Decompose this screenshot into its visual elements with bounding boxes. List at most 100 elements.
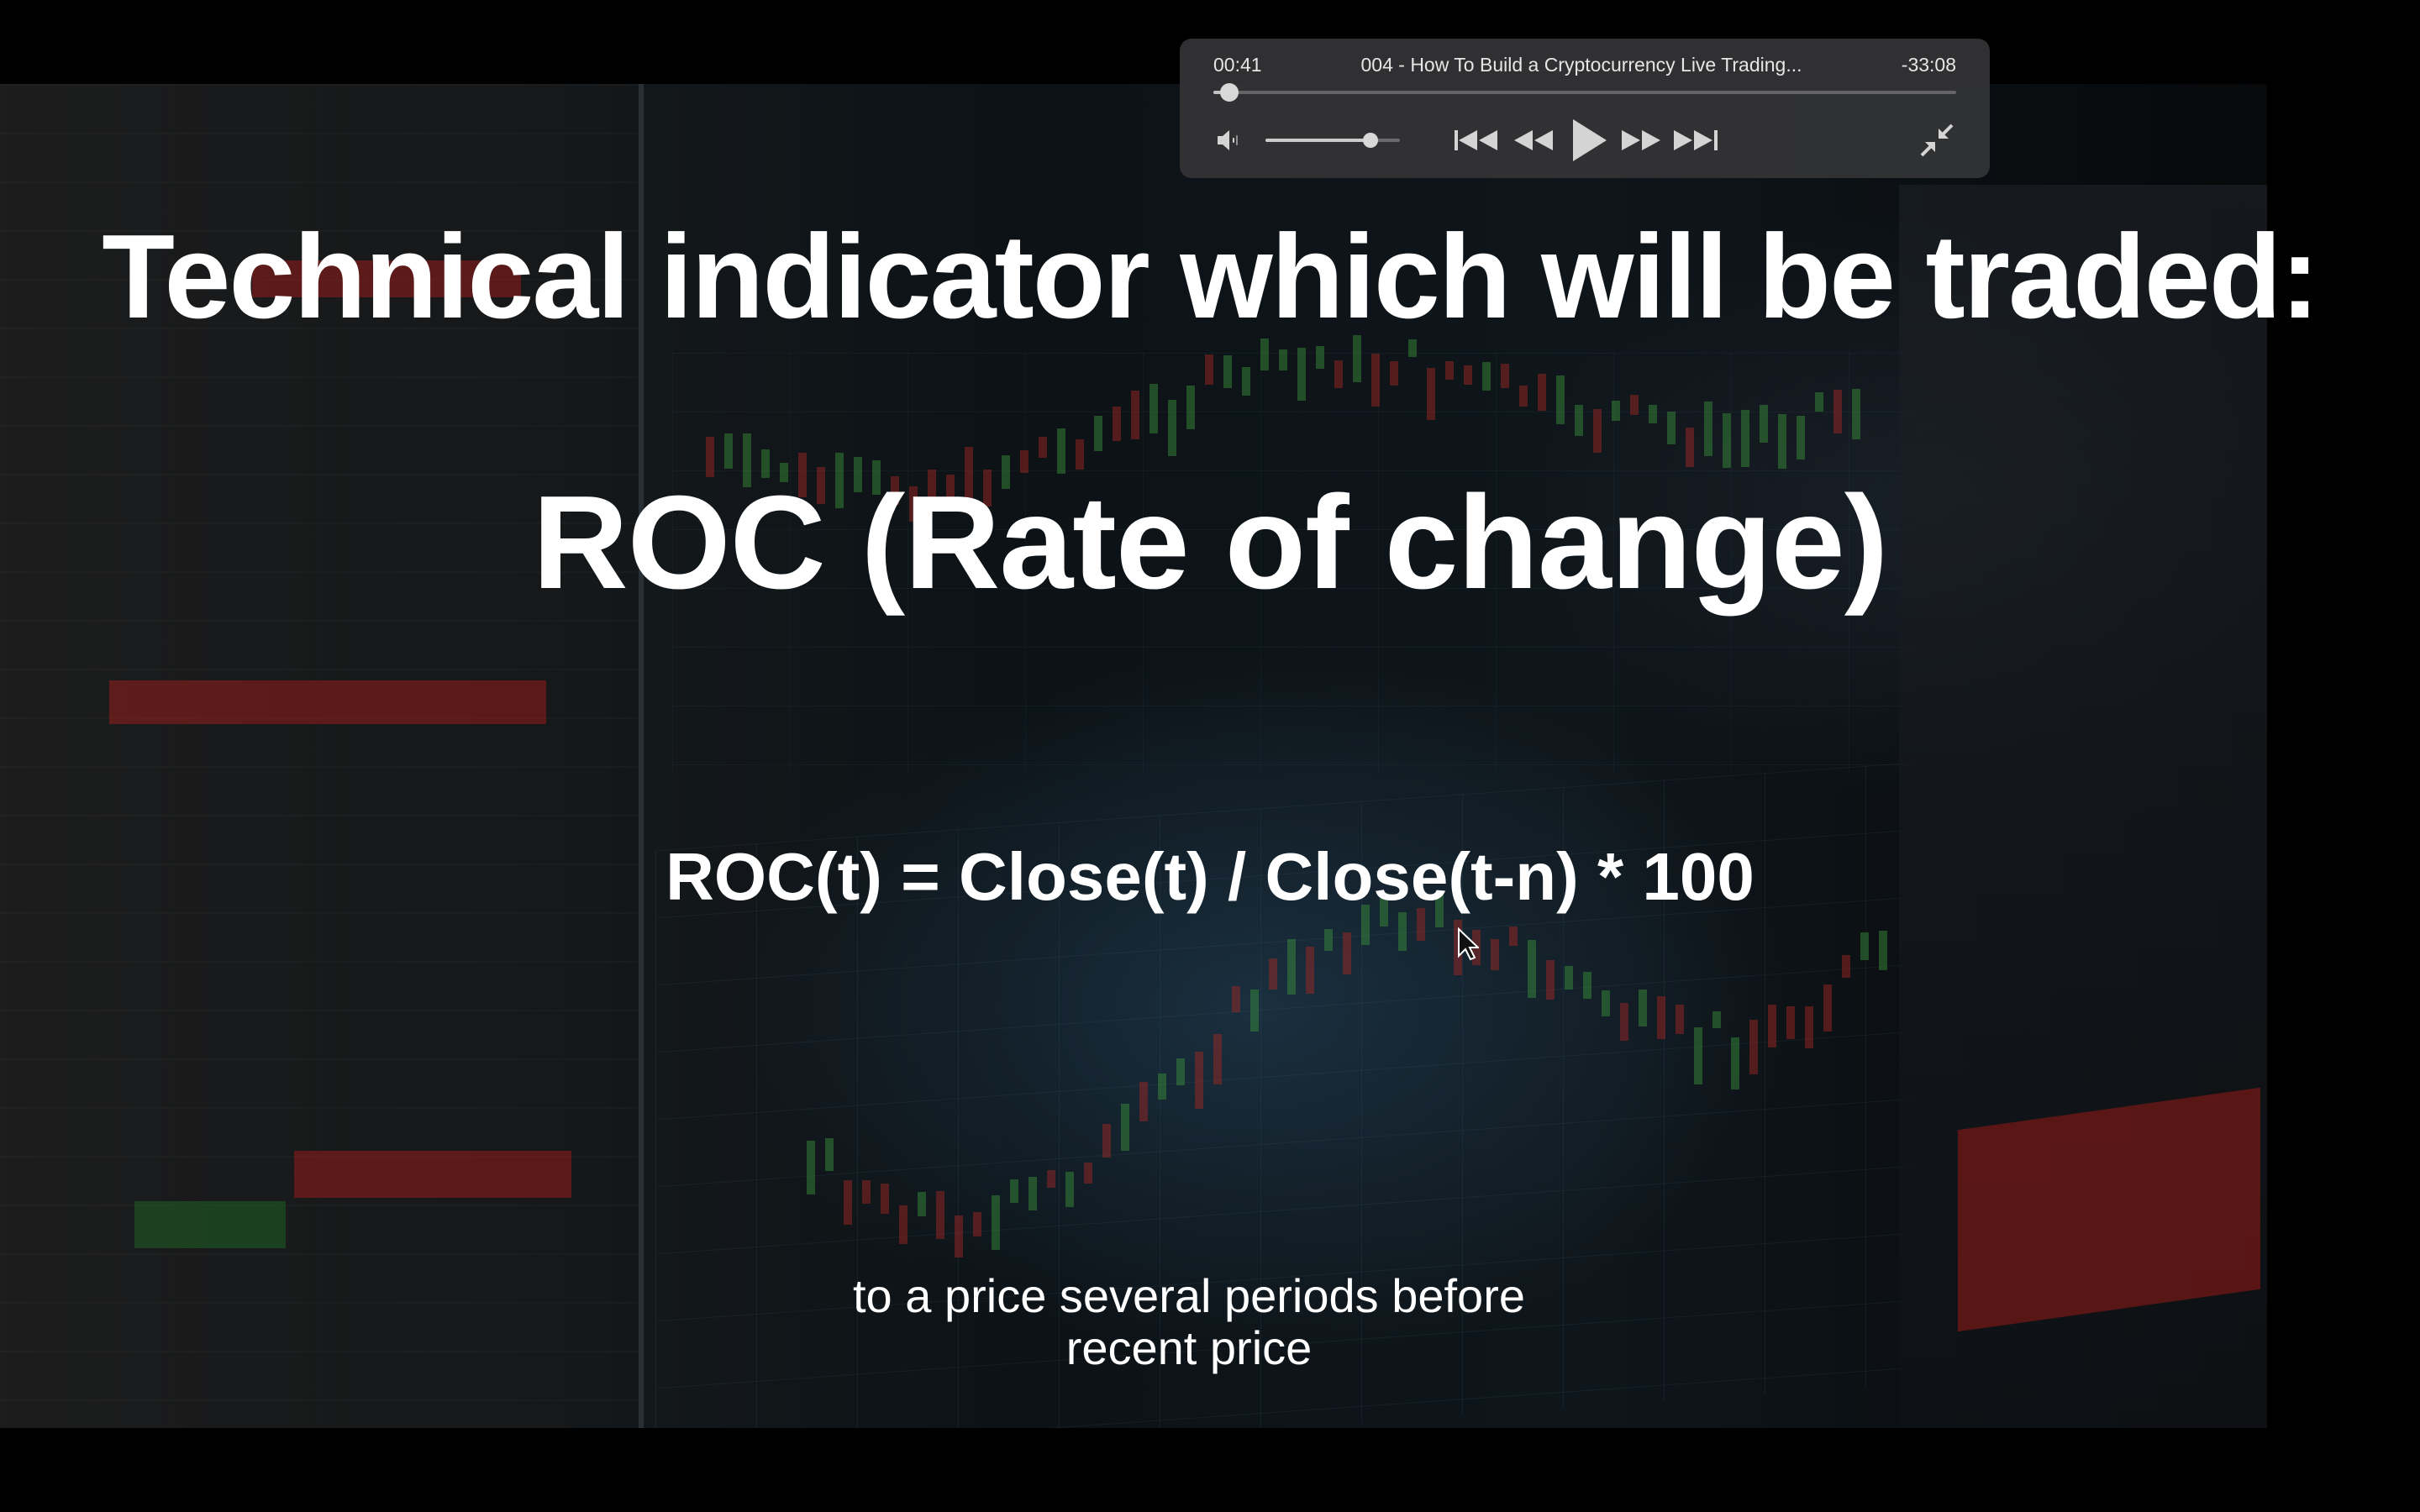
backdrop-candle (1546, 959, 1555, 1000)
backdrop-candle (1343, 932, 1351, 975)
media-player-controls[interactable]: 00:41 004 - How To Build a Cryptocurrenc… (1180, 39, 1990, 178)
backdrop-red-cell (109, 680, 546, 724)
volume-low-icon[interactable] (1215, 126, 1244, 155)
backdrop-candle (992, 1195, 1000, 1250)
backdrop-candle (1712, 1011, 1721, 1028)
backdrop-candle (1491, 938, 1499, 970)
backdrop-red-cell (294, 1151, 571, 1198)
backdrop-candle (1028, 1177, 1037, 1211)
backdrop-candle (1760, 405, 1768, 444)
backdrop-candle (1797, 416, 1805, 459)
backdrop-candle (1667, 411, 1676, 444)
backdrop-candle (955, 1215, 963, 1257)
backdrop-candle (862, 1179, 871, 1204)
backdrop-candle (1741, 409, 1749, 468)
backdrop-candle (1768, 1004, 1776, 1047)
mouse-pointer-icon (1457, 927, 1481, 961)
backdrop-candle (1390, 361, 1398, 386)
backdrop-candle (844, 1180, 852, 1226)
backdrop-candle (1686, 428, 1694, 467)
backdrop-candle (1879, 931, 1887, 970)
backdrop-candle (761, 449, 770, 479)
backdrop-candle (1805, 1006, 1813, 1049)
backdrop-candle (1102, 1124, 1111, 1158)
video-title: 004 - How To Build a Cryptocurrency Live… (1360, 54, 1802, 76)
backdrop-candle (1057, 428, 1065, 475)
backdrop-candle (1084, 1163, 1092, 1184)
backdrop-candle (1435, 895, 1444, 928)
backdrop-candle (928, 469, 936, 501)
backdrop-candle (1731, 1037, 1739, 1090)
skip-to-end-icon[interactable] (1670, 121, 1723, 160)
backdrop-candle (1186, 386, 1195, 429)
backdrop-candle (1565, 965, 1573, 990)
backdrop-candle (1158, 1073, 1166, 1100)
backdrop-candle (1445, 360, 1454, 381)
backdrop-candle (1833, 389, 1842, 434)
backdrop-candle (1176, 1058, 1185, 1085)
backdrop-candle (1612, 401, 1620, 422)
backdrop-candle (872, 459, 881, 495)
backdrop-candle (946, 474, 955, 507)
backdrop-candle (780, 462, 788, 483)
backdrop-red-cell (252, 260, 521, 297)
backdrop-candle (1528, 940, 1536, 999)
backdrop-candle (1250, 990, 1259, 1032)
backdrop-candle (1205, 354, 1213, 386)
backdrop-candle (1657, 996, 1665, 1040)
remaining-time: -33:08 (1901, 54, 1956, 76)
slide-title: Technical indicator which will be traded… (102, 210, 2320, 344)
exit-fullscreen-icon[interactable] (1916, 121, 1958, 160)
backdrop-candle (1094, 415, 1102, 451)
backdrop-candle (1065, 1171, 1074, 1208)
backdrop-candle (1860, 932, 1869, 961)
backdrop-candle (817, 466, 825, 505)
backdrop-candle (1380, 893, 1388, 927)
backdrop-candle (835, 452, 844, 509)
backdrop-candle (1297, 347, 1306, 402)
backdrop-candle (881, 1184, 889, 1214)
backdrop-candle (1150, 384, 1158, 433)
backdrop-candle (973, 1211, 981, 1236)
backdrop-candle (1213, 1034, 1222, 1085)
fast-forward-icon[interactable] (1617, 121, 1665, 160)
backdrop-candle (936, 1190, 944, 1239)
volume-fill (1265, 139, 1370, 142)
backdrop-candle (724, 433, 733, 470)
backdrop-green-cell (134, 1201, 286, 1248)
backdrop-candle (1575, 405, 1583, 437)
backdrop-candle (854, 456, 862, 492)
skip-to-start-icon[interactable] (1452, 121, 1501, 160)
backdrop-candle (1353, 335, 1361, 382)
backdrop-candle (1047, 1169, 1055, 1188)
backdrop-candle (1630, 395, 1639, 415)
backdrop-candle (1620, 1003, 1628, 1042)
backdrop-candle (983, 470, 992, 507)
backdrop-candle (807, 1140, 815, 1194)
playback-scrubber[interactable] (1213, 83, 1956, 102)
backdrop-candle (1316, 346, 1324, 369)
backdrop-candle (1593, 409, 1602, 453)
scrubber-handle[interactable] (1219, 83, 1239, 102)
backdrop-candle (1778, 413, 1786, 470)
backdrop-candle (1324, 928, 1333, 952)
subtitle-line-2: recent price (1065, 1321, 1313, 1374)
roc-formula: ROC(t) = Close(t) / Close(t-n) * 100 (666, 839, 1754, 914)
backdrop-candle (798, 452, 807, 498)
volume-slider[interactable] (1265, 133, 1400, 148)
play-icon[interactable] (1566, 119, 1612, 161)
backdrop-candle (1749, 1019, 1758, 1075)
volume-handle[interactable] (1362, 133, 1378, 148)
backdrop-candle (1464, 365, 1472, 386)
backdrop-candle (1556, 375, 1565, 425)
backdrop-candle (1010, 1179, 1018, 1203)
rewind-icon[interactable] (1509, 121, 1558, 160)
backdrop-candle (706, 436, 714, 477)
backdrop-candle (918, 1192, 926, 1217)
backdrop-candle (1039, 437, 1047, 458)
backdrop-candle (1020, 450, 1028, 474)
backdrop-candle (1139, 1082, 1148, 1121)
backdrop-candle (1427, 368, 1435, 421)
backdrop-candle (1113, 406, 1121, 442)
backdrop-candle (891, 476, 899, 506)
